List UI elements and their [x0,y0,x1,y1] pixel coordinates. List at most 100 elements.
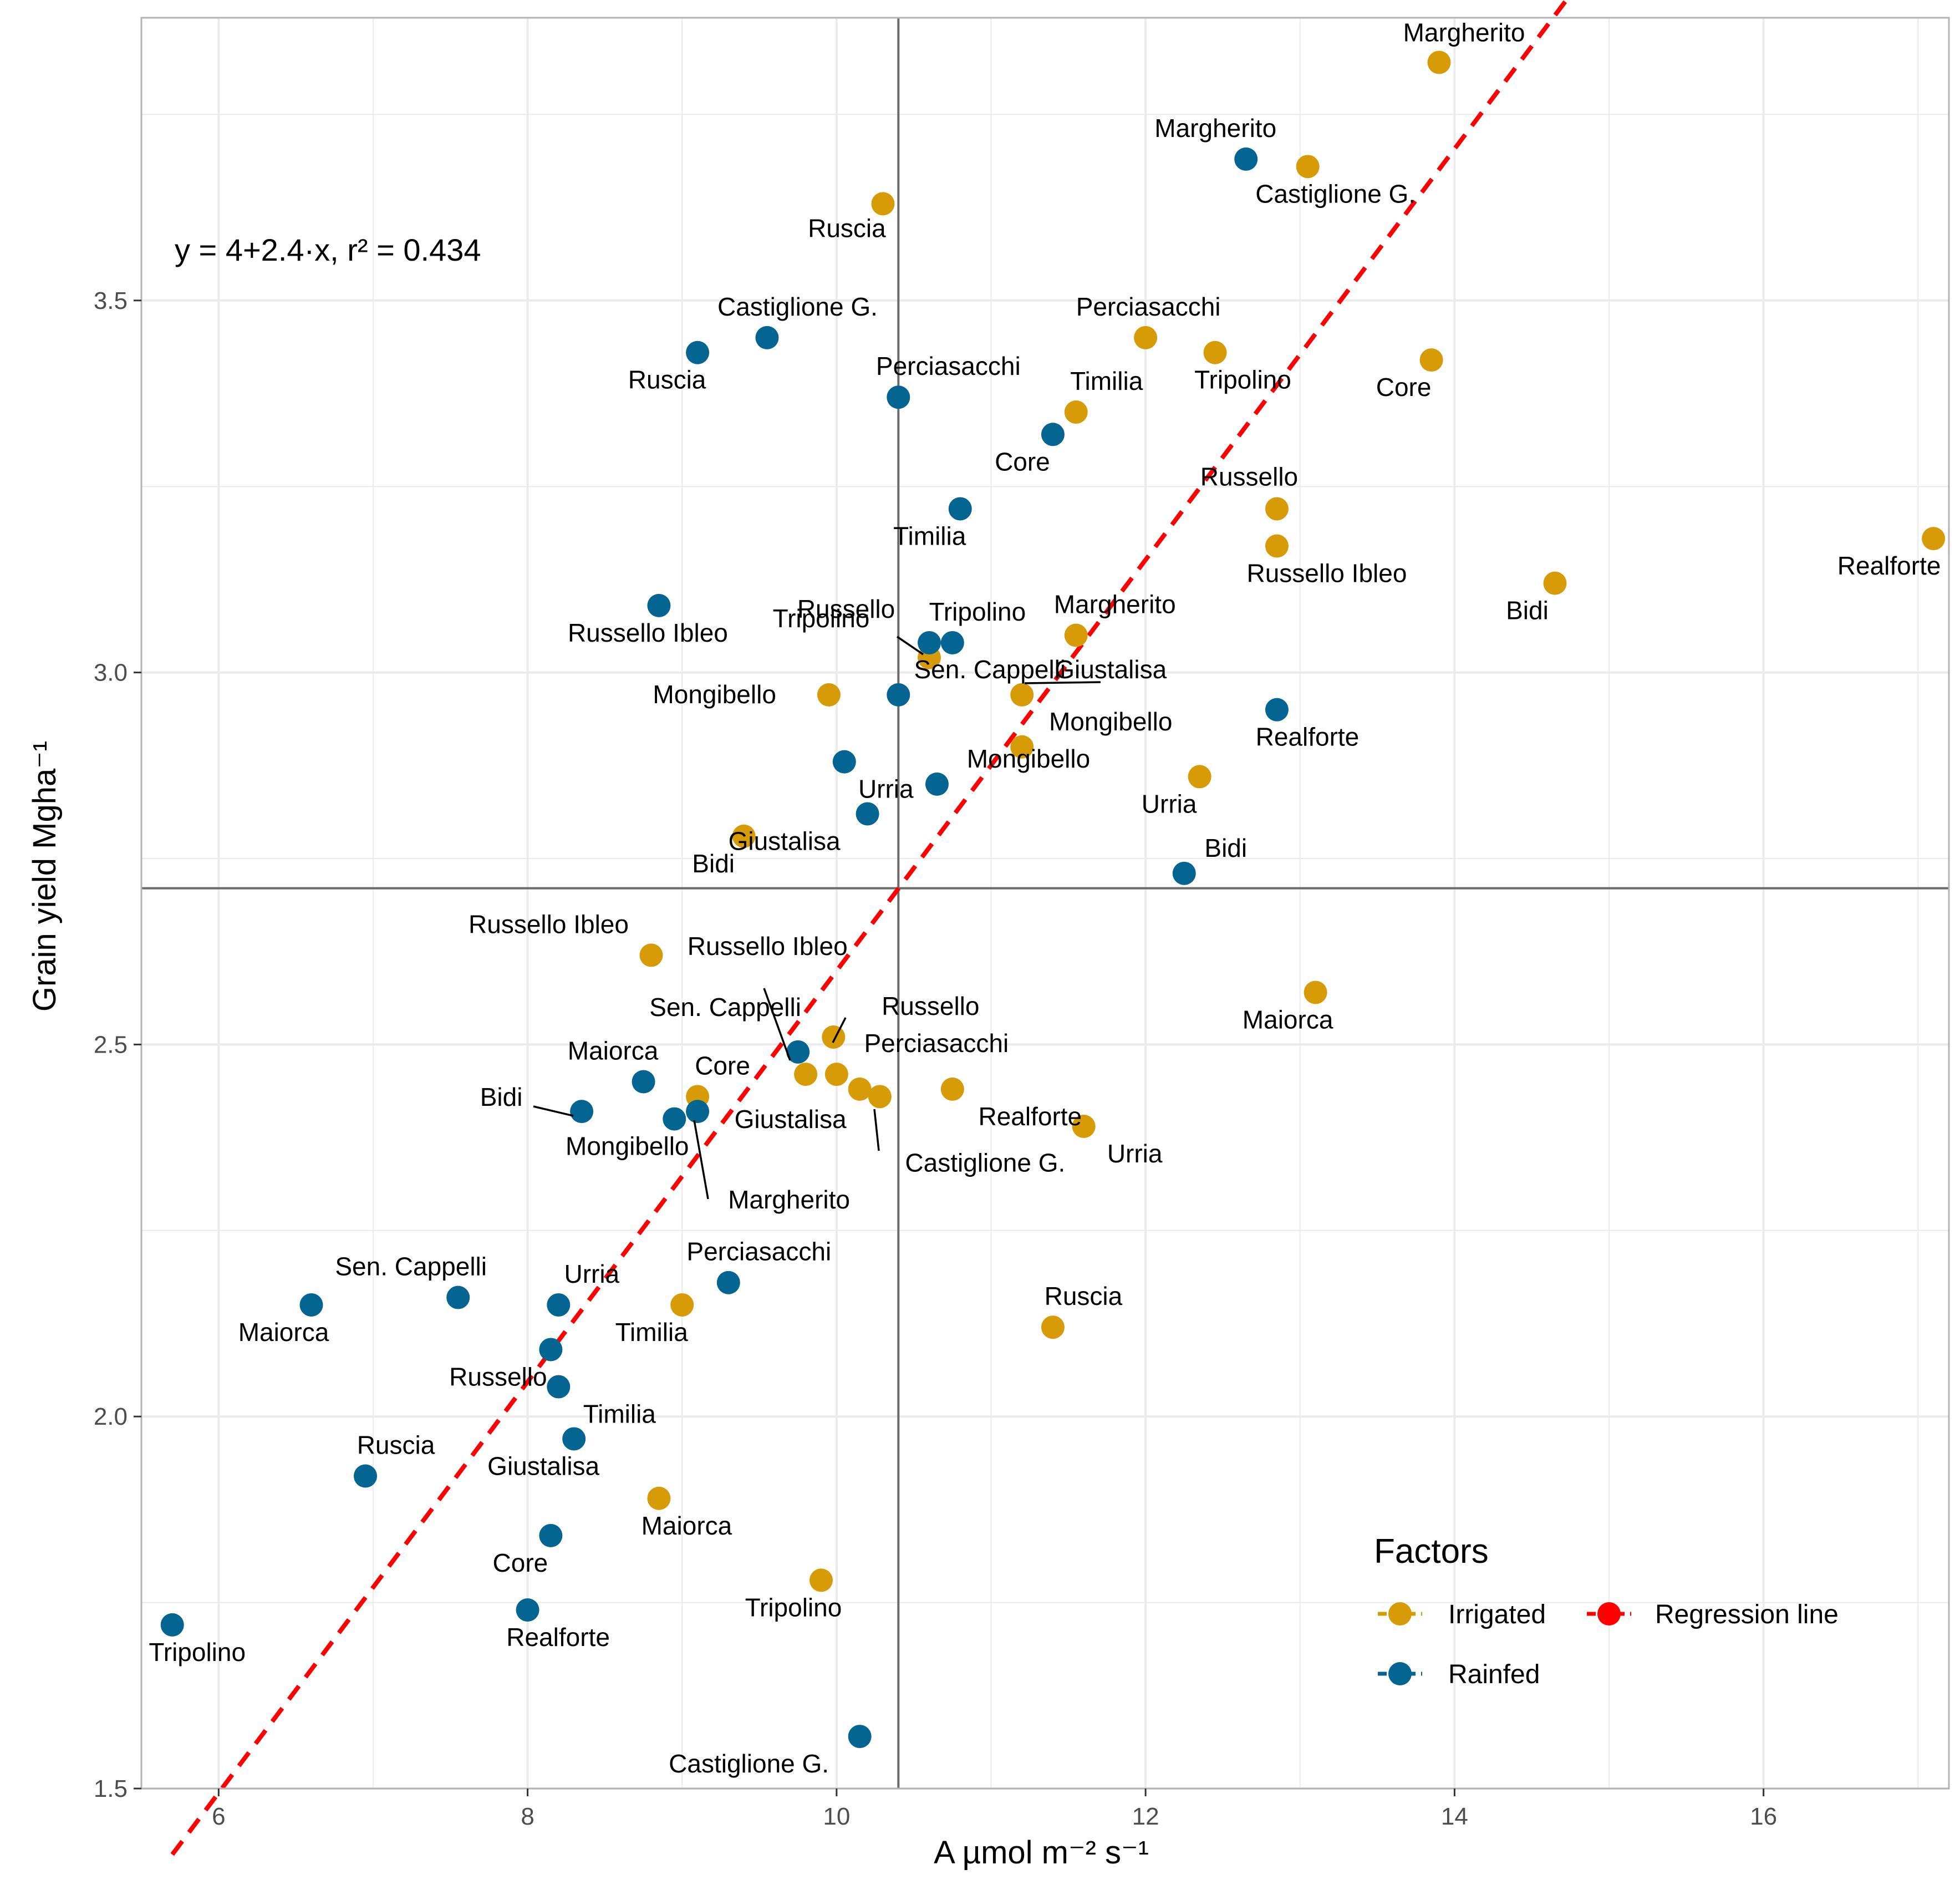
rainfed-point [686,1100,710,1124]
y-tick-label: 1.5 [94,1775,128,1802]
irrigated-point-label: Russello [882,992,979,1020]
irrigated-point [848,1077,872,1101]
rainfed-point-label: Giustalisa [729,827,841,856]
mean-lines [141,18,1949,1789]
irrigated-point [1296,155,1320,179]
irrigated-point-label: Maiorca [1243,1005,1333,1034]
rainfed-point-label: Realforte [1256,723,1360,751]
x-axis-title: A µmol m⁻² s⁻¹ [934,1835,1149,1871]
label-leader-line [1024,681,1101,684]
x-tick-label: 12 [1132,1803,1159,1830]
irrigated-point-label: Ruscia [1045,1282,1123,1310]
irrigated-point [940,1077,964,1101]
legend-label-irrigated: Irrigated [1448,1600,1546,1629]
rainfed-point [354,1464,378,1488]
x-tick-label: 14 [1441,1803,1468,1830]
rainfed-point-label: Bidi [480,1083,523,1111]
rainfed-point [446,1286,470,1309]
legend-key-regression-dot [1597,1602,1621,1625]
irrigated-point [817,683,841,707]
irrigated-point [732,824,756,848]
irrigated-point-label: Margherito [1403,18,1525,47]
irrigated-point [794,1063,818,1086]
irrigated-point [1922,527,1946,551]
legend-item-rainfed: Rainfed [1378,1660,1540,1689]
y-tick-label: 3.0 [94,659,128,687]
legend-item-irrigated: Irrigated [1378,1600,1546,1629]
x-tick-label: 16 [1750,1803,1777,1830]
rainfed-point [562,1427,586,1451]
x-tick-label: 6 [212,1803,225,1830]
x-tick-label: 8 [521,1803,534,1830]
irrigated-point-label: Bidi [1506,596,1549,625]
rainfed-point-label: Sen. Cappelli [335,1252,487,1281]
rainfed-point-label: Core [493,1548,548,1577]
rainfed-point [925,772,949,796]
irrigated-point-label: Perciasacchi [864,1029,1009,1058]
y-tick-label: 3.5 [94,287,128,314]
irrigated-point [809,1568,833,1592]
point-labels: Margherito Castiglione G. Ruscia Perciasacc… [149,18,1941,1778]
rainfed-point-label: Perciasacchi [876,352,1021,380]
rainfed-point-label: Castiglione G. [717,292,878,321]
rainfed-point-label: Urria [858,775,914,804]
irrigated-point [1203,341,1227,364]
irrigated-point-label: Russello Ibleo [469,910,629,938]
rainfed-point-label: Margherito [1154,114,1276,143]
irrigated-point [1304,981,1327,1004]
irrigated-point [824,1063,848,1086]
irrigated-point-label: Tripolino [773,604,870,633]
irrigated-point [1010,683,1034,707]
label-leader-line [763,988,791,1061]
irrigated-point-label: Margherito [1054,590,1176,619]
rainfed-point [516,1598,539,1622]
legend-label-regression: Regression line [1655,1600,1839,1629]
rainfed-point-label: Russello [449,1362,547,1391]
rainfed-point [539,1338,563,1362]
rainfed-point [547,1293,571,1317]
irrigated-point-label: Maiorca [642,1511,732,1540]
irrigated-point-label: Core [695,1051,750,1080]
irrigated-point [1072,1114,1096,1138]
rainfed-point-label: Timilia [893,521,966,550]
regression-equation: y = 4+2.4·x, r² = 0.434 [175,232,481,267]
rainfed-point-label: Russello Ibleo [568,618,728,647]
rainfed-point [848,1725,872,1749]
rainfed-point [547,1375,571,1399]
rainfed-point-label: Mongibello [566,1132,689,1161]
irrigated-point [1543,571,1567,595]
irrigated-point-label: Bidi [692,849,735,878]
rainfed-point-label: Bidi [1204,834,1247,862]
rainfed-point-label: Giustalisa [487,1451,599,1480]
rainfed-point [755,326,779,349]
irrigated-point-label: Timilia [1070,367,1143,395]
rainfed-point-label: Castiglione G. [669,1749,829,1778]
irrigated-point [871,192,895,216]
irrigated-point-label: Urria [1142,789,1197,818]
rainfed-point-label: Timilia [583,1400,656,1429]
rainfed-point [940,631,964,654]
rainfed-point-label: Realforte [506,1623,610,1652]
label-leader-line [533,1105,574,1117]
irrigated-point-label: Mongibello [1049,707,1172,736]
rainfed-point [856,802,879,826]
irrigated-point-label: Sen. Cappelli [649,993,801,1022]
label-leader-lines [533,636,1101,1200]
irrigated-point-label: Russello [1200,462,1298,491]
rainfed-point [1041,423,1065,446]
irrigated-point [670,1293,694,1317]
irrigated-point-label: Timilia [615,1318,689,1347]
label-leader-line [897,636,924,656]
y-axis-title: Grain yield Mgha⁻¹ [27,741,63,1012]
irrigated-point [1427,50,1451,74]
rainfed-point-label: Mongibello [967,744,1090,773]
legend-title: Factors [1374,1532,1489,1571]
rainfed-point [663,1107,686,1131]
rainfed-point [832,750,856,774]
rainfed-point [570,1100,594,1124]
legend-key-irrigated-dot [1388,1602,1412,1625]
rainfed-point [1234,147,1258,171]
legend-key-rainfed-dot [1388,1662,1412,1685]
panel-border [140,17,1950,1790]
rainfed-point [887,385,910,409]
